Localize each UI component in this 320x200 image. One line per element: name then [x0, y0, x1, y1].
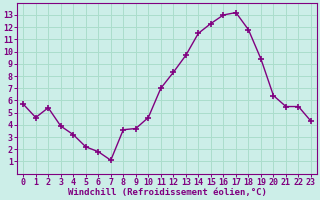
X-axis label: Windchill (Refroidissement éolien,°C): Windchill (Refroidissement éolien,°C) [68, 188, 267, 197]
